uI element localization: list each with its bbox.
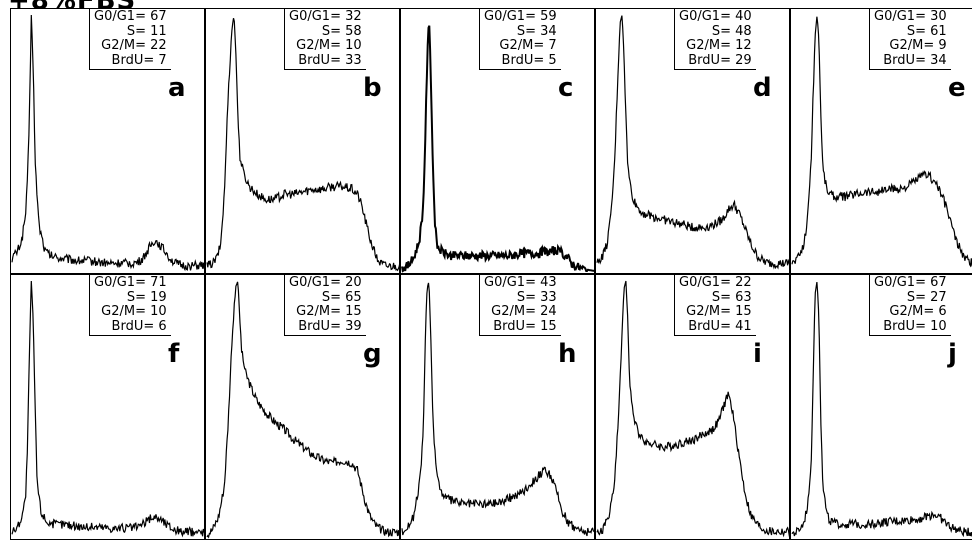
- stat-s: S= 33: [516, 289, 557, 305]
- stat-g0-g1: G0/G1= 40: [679, 9, 752, 24]
- stat-brdu: BrdU= 6: [111, 318, 167, 334]
- stat-g2-m: G2/M= 9: [889, 38, 947, 53]
- stat-s: S= 34: [516, 23, 557, 39]
- histogram-plot-f: [11, 280, 204, 538]
- stat-g0-g1: G0/G1= 32: [289, 9, 362, 24]
- histogram-panel-i: G0/G1= 22 S= 63 G2/M= 15 BrdU= 41 i: [595, 274, 790, 540]
- histogram-plot-g: [206, 281, 399, 539]
- histogram-panel-b: G0/G1= 32 S= 58 G2/M= 10 BrdU= 33 b: [205, 8, 400, 274]
- stat-brdu: BrdU= 10: [883, 318, 947, 334]
- stat-brdu: BrdU= 5: [501, 52, 557, 68]
- panel-letter-j: j: [948, 339, 957, 369]
- histogram-plot-a: [11, 14, 204, 272]
- stat-g0-g1: G0/G1= 22: [679, 275, 752, 290]
- stats-box-a: G0/G1= 67 S= 11 G2/M= 22 BrdU= 7: [89, 9, 171, 70]
- histogram-plot-h: [401, 282, 594, 537]
- stat-s: S= 19: [126, 289, 167, 305]
- histogram-trace-j: [791, 282, 972, 538]
- stat-g2-m: G2/M= 12: [686, 38, 752, 53]
- histogram-trace-i: [596, 280, 789, 538]
- histogram-trace-c: [401, 25, 594, 273]
- histogram-trace-f: [11, 280, 204, 538]
- stat-g0-g1: G0/G1= 43: [484, 275, 557, 290]
- histogram-trace-g: [206, 281, 399, 539]
- panel-letter-a: a: [168, 73, 186, 103]
- histogram-trace-a: [11, 14, 204, 272]
- panel-letter-g: g: [363, 339, 382, 369]
- stats-box-j: G0/G1= 67 S= 27 G2/M= 6 BrdU= 10: [869, 275, 951, 336]
- stat-g2-m: G2/M= 24: [491, 304, 557, 319]
- histogram-panel-g: G0/G1= 20 S= 65 G2/M= 15 BrdU= 39 g: [205, 274, 400, 540]
- histogram-plot-b: [206, 18, 399, 272]
- stats-box-i: G0/G1= 22 S= 63 G2/M= 15 BrdU= 41: [674, 275, 756, 336]
- histogram-plot-d: [596, 15, 789, 270]
- stats-box-h: G0/G1= 43 S= 33 G2/M= 24 BrdU= 15: [479, 275, 561, 336]
- stat-g0-g1: G0/G1= 71: [94, 275, 167, 290]
- histogram-trace-h: [401, 282, 594, 537]
- histogram-plot-e: [791, 16, 972, 268]
- panel-letter-c: c: [558, 73, 574, 103]
- stat-g0-g1: G0/G1= 67: [94, 9, 167, 24]
- panel-letter-b: b: [363, 73, 382, 103]
- panel-letter-f: f: [168, 339, 180, 369]
- panel-letter-h: h: [558, 339, 577, 369]
- histogram-plot-j: [791, 282, 972, 538]
- stat-g2-m: G2/M= 22: [101, 38, 167, 53]
- histogram-trace-e: [791, 16, 972, 268]
- histogram-panel-d: G0/G1= 40 S= 48 G2/M= 12 BrdU= 29 d: [595, 8, 790, 274]
- stats-box-e: G0/G1= 30 S= 61 G2/M= 9 BrdU= 34: [869, 9, 951, 70]
- histogram-panel-j: G0/G1= 67 S= 27 G2/M= 6 BrdU= 10 j: [790, 274, 972, 540]
- stat-brdu: BrdU= 41: [688, 318, 752, 334]
- stat-brdu: BrdU= 39: [298, 318, 362, 334]
- stats-box-f: G0/G1= 71 S= 19 G2/M= 10 BrdU= 6: [89, 275, 171, 336]
- stats-box-d: G0/G1= 40 S= 48 G2/M= 12 BrdU= 29: [674, 9, 756, 70]
- stat-g0-g1: G0/G1= 30: [874, 9, 947, 24]
- histogram-plot-c: [401, 25, 594, 273]
- stats-box-c: G0/G1= 59 S= 34 G2/M= 7 BrdU= 5: [479, 9, 561, 70]
- stat-g2-m: G2/M= 10: [101, 304, 167, 319]
- histogram-trace-d: [596, 15, 789, 270]
- panel-letter-d: d: [753, 73, 772, 103]
- stat-g2-m: G2/M= 15: [296, 304, 362, 319]
- stat-s: S= 63: [711, 289, 752, 305]
- stat-g2-m: G2/M= 6: [889, 304, 947, 319]
- stat-s: S= 11: [126, 23, 167, 39]
- stat-g2-m: G2/M= 15: [686, 304, 752, 319]
- stat-brdu: BrdU= 34: [883, 52, 947, 68]
- stat-g2-m: G2/M= 7: [499, 38, 557, 53]
- stat-s: S= 61: [906, 23, 947, 39]
- histogram-trace-b: [206, 18, 399, 272]
- stat-g0-g1: G0/G1= 67: [874, 275, 947, 290]
- stat-g0-g1: G0/G1= 59: [484, 9, 557, 24]
- histogram-panel-h: G0/G1= 43 S= 33 G2/M= 24 BrdU= 15 h: [400, 274, 595, 540]
- histogram-plot-i: [596, 280, 789, 538]
- stats-box-b: G0/G1= 32 S= 58 G2/M= 10 BrdU= 33: [284, 9, 366, 70]
- panel-letter-i: i: [753, 339, 762, 369]
- stat-g0-g1: G0/G1= 20: [289, 275, 362, 290]
- stat-s: S= 27: [906, 289, 947, 305]
- stat-brdu: BrdU= 7: [111, 52, 167, 68]
- stats-box-g: G0/G1= 20 S= 65 G2/M= 15 BrdU= 39: [284, 275, 366, 336]
- stat-s: S= 65: [321, 289, 362, 305]
- stat-brdu: BrdU= 33: [298, 52, 362, 68]
- stat-g2-m: G2/M= 10: [296, 38, 362, 53]
- stat-s: S= 48: [711, 23, 752, 39]
- stat-s: S= 58: [321, 23, 362, 39]
- stat-brdu: BrdU= 15: [493, 318, 557, 334]
- stat-brdu: BrdU= 29: [688, 52, 752, 68]
- histogram-panel-e: G0/G1= 30 S= 61 G2/M= 9 BrdU= 34 e: [790, 8, 972, 274]
- panel-letter-e: e: [948, 73, 966, 103]
